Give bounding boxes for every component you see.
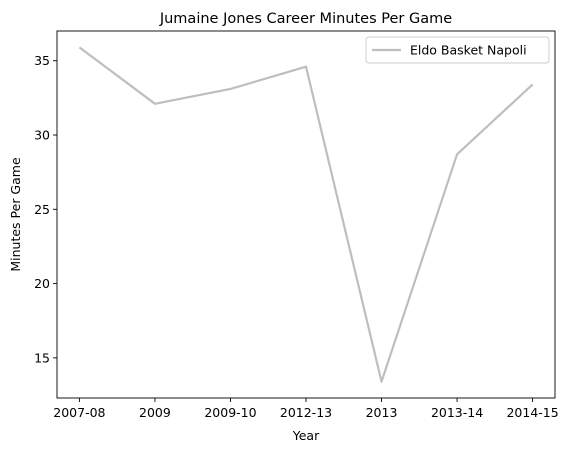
x-tick-label: 2013-14 — [431, 405, 483, 420]
legend-entry-eldo-basket-napoli: Eldo Basket Napoli — [410, 43, 527, 58]
y-tick-label: 35 — [34, 53, 50, 68]
y-axis-label: Minutes Per Game — [8, 157, 23, 272]
x-tick-label: 2009-10 — [204, 405, 256, 420]
plot-area-frame — [56, 30, 556, 399]
x-tick-label: 2009 — [139, 405, 171, 420]
legend-frame — [365, 36, 550, 64]
chart-title: Jumaine Jones Career Minutes Per Game — [159, 11, 452, 27]
x-tick-label: 2012-13 — [280, 405, 332, 420]
x-axis: 2007-08 2009 2009-10 2012-13 2013 2013-14 2014… — [53, 398, 559, 420]
x-tick-label: 2013 — [366, 405, 398, 420]
x-tick-label: 2007-08 — [53, 405, 105, 420]
y-tick-label: 15 — [34, 350, 50, 365]
y-tick-label: 20 — [34, 276, 50, 291]
series-line-eldo-basket-napoli — [78, 46, 534, 383]
x-tick-label: 2014-15 — [506, 405, 558, 420]
legend: Eldo Basket Napoli — [365, 36, 550, 64]
y-tick-label: 30 — [34, 128, 50, 143]
y-tick-label: 25 — [34, 202, 50, 217]
y-axis: 15 20 25 30 35 — [34, 53, 57, 365]
x-axis-label: Year — [292, 428, 320, 443]
